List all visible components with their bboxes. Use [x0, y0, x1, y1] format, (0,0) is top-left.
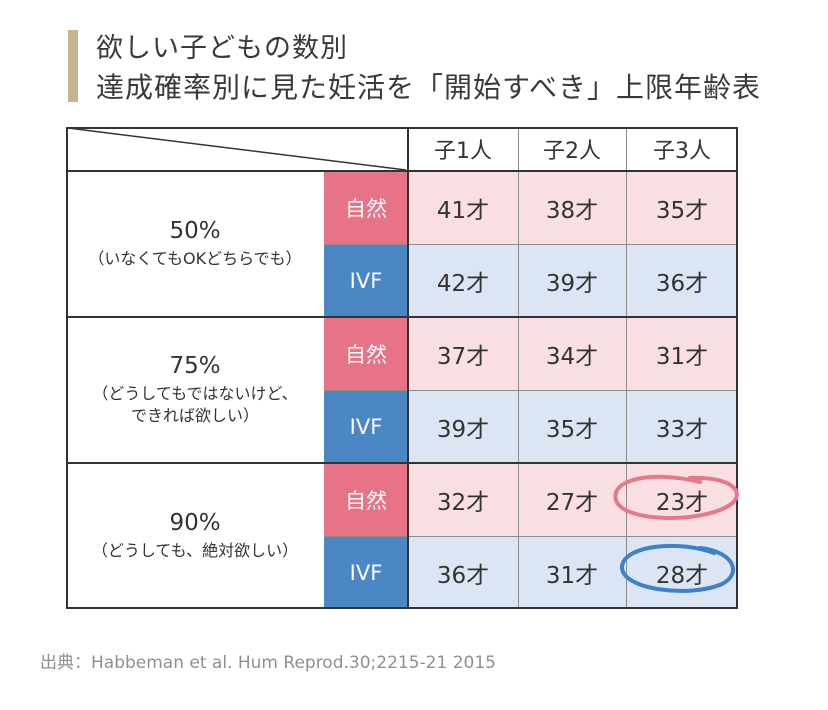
group-50-percent: 50% （いなくてもOKどちらでも） — [66, 171, 324, 317]
group-percent: 90% — [169, 510, 221, 536]
method-label-ivf: IVF — [324, 390, 408, 463]
method-label-natural: 自然 — [324, 463, 408, 536]
group-description: （いなくてもOKどちらでも） — [88, 249, 302, 268]
value-cell: 34才 — [518, 317, 626, 390]
grid-line — [626, 127, 627, 609]
value-cell: 41才 — [408, 171, 518, 244]
page-subtitle: 達成確率別に見た妊活を「開始すべき」上限年齢表 — [96, 71, 762, 104]
column-header-2-children: 子2人 — [518, 127, 626, 171]
group-75-percent: 75% （どうしてもではないけど、 できれば欲しい） — [66, 317, 324, 463]
method-label-natural: 自然 — [324, 317, 408, 390]
value-cell: 27才 — [518, 463, 626, 536]
grid-line — [66, 127, 68, 609]
grid-line — [66, 316, 738, 318]
value-cell: 42才 — [408, 244, 518, 317]
group-percent: 50% — [169, 218, 221, 244]
grid-line — [66, 462, 738, 464]
grid-line — [66, 607, 738, 609]
age-limit-table: 子1人 子2人 子3人 50% （いなくてもOKどちらでも） 自然 IVF 41… — [66, 127, 738, 609]
title-accent-bar — [68, 30, 78, 102]
value-cell: 39才 — [408, 390, 518, 463]
group-description: できれば欲しい） — [130, 406, 259, 425]
value-cell: 36才 — [408, 536, 518, 609]
value-cell-circled: 23才 — [626, 463, 738, 536]
value-cell: 31才 — [518, 536, 626, 609]
group-description: （どうしても、絶対欲しい） — [91, 541, 299, 560]
value-cell: 32才 — [408, 463, 518, 536]
value-cell: 31才 — [626, 317, 738, 390]
value-cell: 35才 — [518, 390, 626, 463]
page-title: 欲しい子どもの数別 — [96, 33, 348, 64]
group-90-percent: 90% （どうしても、絶対欲しい） — [66, 463, 324, 609]
group-percent: 75% — [169, 353, 221, 379]
grid-line — [324, 390, 738, 391]
source-citation: 出典：Habbeman et al. Hum Reprod.30;2215-21… — [40, 653, 496, 673]
grid-line — [324, 536, 738, 537]
group-description: （どうしてもではないけど、 — [92, 384, 298, 403]
method-label-ivf: IVF — [324, 244, 408, 317]
value-cell: 36才 — [626, 244, 738, 317]
grid-line — [407, 127, 409, 609]
grid-line — [66, 127, 738, 129]
value-cell: 33才 — [626, 390, 738, 463]
grid-line — [324, 244, 738, 245]
grid-line — [736, 127, 738, 609]
value-cell: 39才 — [518, 244, 626, 317]
value-cell: 38才 — [518, 171, 626, 244]
method-label-ivf: IVF — [324, 536, 408, 609]
method-label-natural: 自然 — [324, 171, 408, 244]
header-corner — [66, 127, 408, 171]
value-cell-circled: 28才 — [626, 536, 738, 609]
column-header-1-child: 子1人 — [408, 127, 518, 171]
grid-line — [518, 127, 519, 609]
column-header-3-children: 子3人 — [626, 127, 738, 171]
grid-line — [66, 170, 738, 172]
value-cell: 37才 — [408, 317, 518, 390]
value-cell: 35才 — [626, 171, 738, 244]
